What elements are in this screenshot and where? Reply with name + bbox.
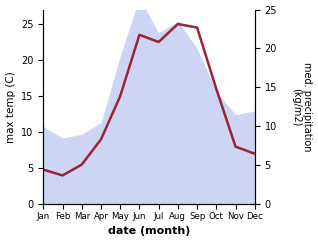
Y-axis label: max temp (C): max temp (C)	[5, 71, 16, 143]
Y-axis label: med. precipitation
(kg/m2): med. precipitation (kg/m2)	[291, 62, 313, 152]
X-axis label: date (month): date (month)	[108, 227, 190, 236]
